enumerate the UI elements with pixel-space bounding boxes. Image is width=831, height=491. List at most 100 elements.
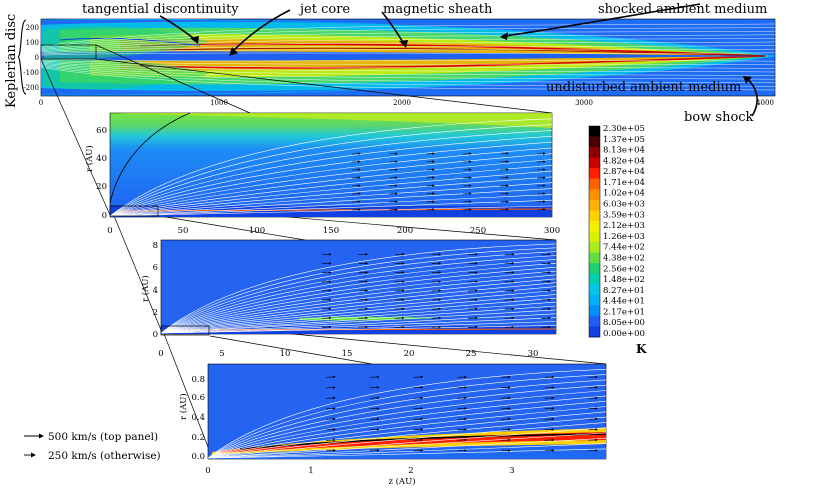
- colorbar-label: 8.05e+00: [603, 318, 645, 328]
- arrow-icon: [365, 325, 368, 329]
- p4-y-axis-label: r (AU): [178, 393, 189, 420]
- colorbar-label: 8.27e+01: [603, 286, 645, 296]
- arrow-icon: [420, 386, 424, 389]
- arrow-icon: [551, 407, 555, 410]
- colorbar-label: 8.13e+04: [603, 146, 645, 156]
- tick-label: 200: [397, 226, 413, 236]
- zoom-connectors: [40, 44, 607, 453]
- arrow-icon: [548, 252, 551, 256]
- arrow-icon: [548, 307, 551, 311]
- jet-core-label: jet core: [298, 2, 350, 17]
- colorbar-label: 1.26e+03: [603, 232, 645, 242]
- arrow-icon: [464, 407, 467, 410]
- tick-label: 250: [470, 226, 486, 236]
- arrow-icon: [475, 271, 478, 274]
- arrow-icon: [328, 262, 332, 265]
- shocked-ambient-label: shocked ambient medium: [598, 2, 767, 17]
- colorbar-swatch: [589, 210, 600, 222]
- arrow-icon: [508, 438, 511, 442]
- streamline: [160, 286, 557, 334]
- tick-label: 1: [308, 466, 313, 476]
- arrow-icon: [469, 184, 472, 187]
- arrow-icon: [438, 325, 442, 329]
- arrow-icon: [420, 438, 424, 442]
- panel-3-streamlines: [160, 243, 557, 334]
- tick-label: 0.6: [191, 393, 205, 403]
- arrow-icon: [395, 200, 398, 203]
- colorbar-swatch: [589, 178, 600, 190]
- arrow-icon: [551, 396, 555, 400]
- arrow-icon: [333, 417, 336, 421]
- tick-label: 200: [26, 24, 39, 32]
- zoom-panel-2: 0 50 100 150 200 250 300 60 40 20 0 r (A…: [84, 112, 560, 236]
- streamline: [160, 290, 557, 334]
- colorbar-label: 2.12e+03: [603, 221, 645, 231]
- streamline: [207, 411, 607, 459]
- arrow-icon: [420, 428, 424, 431]
- arrow-icon: [402, 289, 405, 292]
- arrow-icon: [333, 428, 336, 431]
- tick-label: 0.0: [191, 452, 205, 462]
- arrow-icon: [551, 386, 555, 389]
- streamline: [160, 282, 557, 334]
- arrow-icon: [511, 316, 515, 320]
- arrow-icon: [511, 280, 515, 283]
- arrow-icon: [551, 375, 555, 379]
- arrow-icon: [511, 298, 515, 302]
- tick-label: 0: [205, 466, 210, 476]
- colorbar-swatch: [589, 242, 600, 253]
- zoom-box: [40, 44, 97, 60]
- p4-y-ticks: 0.8 0.6 0.4 0.2 0.0: [191, 375, 205, 462]
- streamline: [40, 38, 776, 52]
- arrow-icon: [508, 407, 511, 410]
- tick-label: 4: [153, 286, 158, 296]
- tick-label: 10: [280, 349, 291, 359]
- arrow-icon: [395, 192, 398, 195]
- streamline: [207, 416, 607, 459]
- arrow-icon: [548, 289, 551, 292]
- arrow-icon: [543, 192, 546, 195]
- colorbar-swatch: [589, 284, 600, 296]
- arrow-icon: [333, 396, 336, 400]
- tick-label: 30: [528, 349, 539, 359]
- colorbar-labels: 2.30e+051.37e+058.13e+044.82e+042.87e+04…: [603, 124, 645, 339]
- streamline: [207, 406, 607, 459]
- arrow-icon: [402, 307, 405, 311]
- tick-label: 2: [408, 466, 413, 476]
- arrow-icon: [438, 252, 442, 256]
- streamline: [109, 165, 553, 217]
- arrow-icon: [438, 316, 442, 320]
- streamline: [40, 62, 776, 76]
- p3-y-axis-label: r (AU): [140, 275, 151, 302]
- streamline: [40, 66, 776, 87]
- arrow-icon: [328, 307, 332, 311]
- colorbar-label: 4.38e+02: [603, 254, 645, 264]
- tick-label: 40: [96, 154, 107, 164]
- arrow-icon: [511, 271, 515, 274]
- tick-label: 15: [342, 349, 353, 359]
- streamline: [160, 294, 557, 334]
- colorbar-label: 3.59e+03: [603, 210, 645, 220]
- arrow-icon: [365, 271, 368, 274]
- arrow-icon: [438, 307, 442, 311]
- arrow-icon: [328, 252, 332, 256]
- top-panel: 0 1000 2000 3000 4000 200 100 0 -100 -20…: [23, 18, 776, 107]
- arrow-icon: [506, 208, 509, 211]
- arrow-icon: [420, 449, 424, 452]
- arrow-icon: [420, 417, 424, 421]
- arrow-icon: [508, 428, 511, 431]
- arrow-icon: [402, 325, 405, 329]
- p4-x-axis-label: z (AU): [388, 476, 415, 487]
- p3-y-ticks: 8 6 4 2 0: [153, 241, 158, 340]
- arrow-icon: [376, 438, 380, 442]
- arrow-icon: [358, 192, 361, 195]
- streamline: [40, 52, 776, 56]
- bow-shock-label: bow shock: [684, 110, 754, 125]
- jet-core-region: [41, 51, 770, 61]
- tick-label: 0.8: [191, 375, 205, 385]
- arrow-icon: [358, 176, 361, 179]
- colorbar-swatch: [589, 189, 600, 201]
- tick-label: 0.2: [191, 433, 205, 443]
- streamline: [40, 48, 776, 55]
- colorbar-swatch: [589, 263, 600, 275]
